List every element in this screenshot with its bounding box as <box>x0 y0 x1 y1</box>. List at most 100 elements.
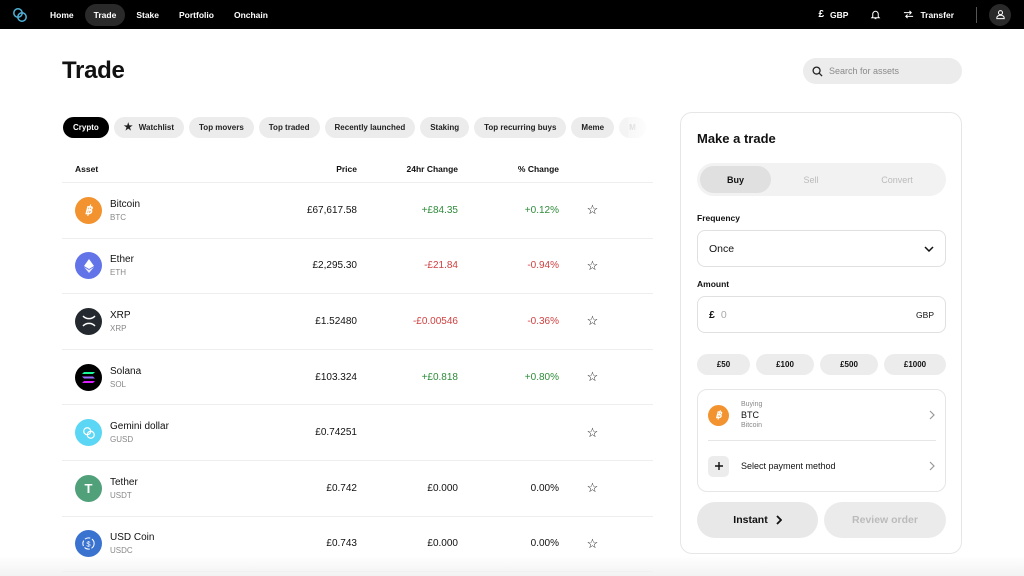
transfer-label: Transfer <box>920 9 954 20</box>
amount-presets: £50 £100 £500 £1000 <box>697 354 946 375</box>
chevron-right-icon <box>929 461 935 471</box>
asset-pct-change: +0.12% <box>524 204 559 216</box>
solana-icon <box>75 363 102 391</box>
transfer-arrows-icon <box>904 10 914 19</box>
filter-meme[interactable]: Meme <box>571 117 615 138</box>
bitcoin-icon: ฿ <box>708 404 729 426</box>
page-title: Trade <box>62 57 125 84</box>
top-navigation: Home Trade Stake Portfolio Onchain £ GBP… <box>0 0 1024 29</box>
trade-panel: Make a trade Buy Sell Convert Frequency … <box>680 112 962 554</box>
header-asset[interactable]: Asset <box>75 163 99 174</box>
asset-symbol: USDT <box>110 490 132 500</box>
buying-asset-selector[interactable]: ฿ Buying BTC Bitcoin <box>698 390 945 440</box>
star-outline-icon[interactable]: ☆ <box>586 424 599 440</box>
user-icon <box>995 10 1005 20</box>
buying-name: Bitcoin <box>741 422 763 429</box>
search-bar[interactable] <box>803 58 962 84</box>
asset-price: £0.742 <box>326 482 357 494</box>
trade-panel-title: Make a trade <box>697 131 776 146</box>
preset-500[interactable]: £500 <box>820 354 878 375</box>
frequency-label: Frequency <box>697 213 740 223</box>
filter-recently-launched[interactable]: Recently launched <box>324 117 416 138</box>
asset-name: Solana <box>110 365 142 377</box>
star-outline-icon[interactable]: ☆ <box>586 480 599 496</box>
chips-scroll-fade <box>628 115 654 141</box>
plus-icon <box>708 455 729 477</box>
tab-convert[interactable]: Convert <box>881 174 913 185</box>
instant-label: Instant <box>733 514 768 526</box>
asset-symbol: USDC <box>110 546 133 556</box>
search-icon <box>812 65 823 77</box>
header-price[interactable]: Price <box>336 163 357 174</box>
nav-home[interactable]: Home <box>50 9 74 20</box>
search-input[interactable] <box>829 66 949 76</box>
filter-top-traded[interactable]: Top traded <box>258 117 320 138</box>
asset-price: £0.74251 <box>315 427 357 439</box>
review-order-button[interactable]: Review order <box>824 502 946 538</box>
asset-24hr-change: +£0.818 <box>421 371 458 383</box>
amount-input[interactable] <box>720 308 891 321</box>
asset-name: XRP <box>110 309 131 321</box>
filter-top-recurring-buys[interactable]: Top recurring buys <box>474 117 567 138</box>
asset-pct-change: +0.80% <box>524 371 559 383</box>
nav-trade[interactable]: Trade <box>84 3 126 26</box>
table-header: Asset Price 24hr Change % Change <box>62 155 653 183</box>
nav-onchain[interactable]: Onchain <box>233 9 268 20</box>
notifications-button[interactable] <box>870 9 881 20</box>
buying-label: Buying <box>741 401 763 408</box>
table-row[interactable]: Solana SOL £103.324 +£0.818 +0.80% ☆ <box>62 350 653 406</box>
gemini-logo-icon[interactable] <box>11 6 29 24</box>
asset-24hr-change: £0.000 <box>427 538 458 550</box>
gemini-dollar-icon <box>75 419 102 447</box>
asset-name: Tether <box>110 476 138 488</box>
table-row[interactable]: Ether ETH £2,295.30 -£21.84 -0.94% ☆ <box>62 239 653 295</box>
table-row[interactable]: ฿ Bitcoin BTC £67,617.58 +£84.35 +0.12% … <box>62 183 653 239</box>
chevron-down-icon <box>924 245 934 252</box>
frequency-value: Once <box>709 242 735 255</box>
transfer-button[interactable]: Transfer <box>903 9 954 20</box>
table-row[interactable]: Gemini dollar GUSD £0.74251 ☆ <box>62 405 653 461</box>
tab-buy[interactable]: Buy <box>700 166 771 193</box>
star-outline-icon[interactable]: ☆ <box>586 369 599 385</box>
star-outline-icon[interactable]: ☆ <box>586 257 599 273</box>
asset-pct-change: -0.94% <box>527 260 559 272</box>
header-pct-change[interactable]: % Change <box>517 163 559 174</box>
ether-icon <box>75 252 102 280</box>
filter-watchlist[interactable]: ★ Watchlist <box>113 117 185 138</box>
asset-symbol: ETH <box>110 268 126 278</box>
frequency-select[interactable]: Once <box>697 230 946 267</box>
table-row[interactable]: XRP XRP £1.52480 -£0.00546 -0.36% ☆ <box>62 294 653 350</box>
asset-pct-change: 0.00% <box>530 482 559 494</box>
divider <box>708 440 936 441</box>
filter-staking[interactable]: Staking <box>420 117 470 138</box>
asset-price: £2,295.30 <box>312 260 358 272</box>
instant-button[interactable]: Instant <box>697 502 818 538</box>
account-avatar[interactable] <box>989 3 1011 26</box>
currency-label: GBP <box>830 9 849 20</box>
payment-method-label: Select payment method <box>741 461 836 471</box>
preset-100[interactable]: £100 <box>756 354 814 375</box>
header-24hr-change[interactable]: 24hr Change <box>406 163 459 174</box>
preset-1000[interactable]: £1000 <box>884 354 946 375</box>
asset-price: £67,617.58 <box>306 204 357 216</box>
chevron-right-icon <box>929 410 935 420</box>
chevron-right-icon <box>776 515 782 525</box>
asset-pct-change: -0.36% <box>527 315 559 327</box>
table-row[interactable]: T Tether USDT £0.742 £0.000 0.00% ☆ <box>62 461 653 517</box>
tab-sell[interactable]: Sell <box>803 174 819 185</box>
star-outline-icon[interactable]: ☆ <box>586 202 599 218</box>
payment-method-selector[interactable]: Select payment method <box>698 444 945 488</box>
asset-name: Ether <box>110 254 134 266</box>
nav-portfolio[interactable]: Portfolio <box>179 9 214 20</box>
star-outline-icon[interactable]: ☆ <box>586 313 599 329</box>
currency-selector[interactable]: £ GBP <box>818 9 848 20</box>
nav-stake[interactable]: Stake <box>136 9 159 20</box>
star-outline-icon[interactable]: ☆ <box>586 535 599 551</box>
filter-crypto[interactable]: Crypto <box>63 117 109 138</box>
amount-label: Amount <box>697 279 730 289</box>
filter-top-movers[interactable]: Top movers <box>189 117 254 138</box>
preset-50[interactable]: £50 <box>697 354 750 375</box>
nav-divider <box>976 6 977 23</box>
table-row[interactable]: $ USD Coin USDC £0.743 £0.000 0.00% ☆ <box>62 517 653 573</box>
amount-field[interactable]: £ GBP <box>697 296 946 333</box>
